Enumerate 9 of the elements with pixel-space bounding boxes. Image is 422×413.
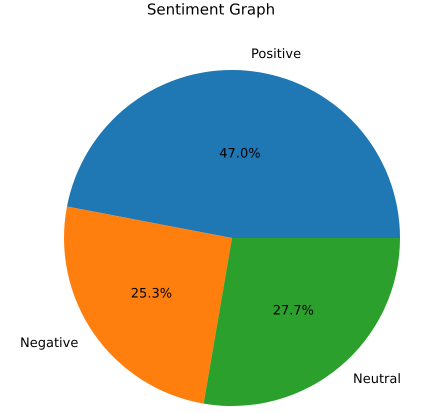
slice-label: Positive (251, 47, 302, 62)
pie-slice (204, 238, 400, 406)
slice-label: Negative (20, 336, 78, 351)
chart-title: Sentiment Graph (146, 0, 276, 18)
slice-label: Neutral (353, 372, 401, 387)
pie-slice (66, 70, 400, 238)
data-label: 27.7% (272, 303, 314, 318)
data-label: 47.0% (219, 146, 261, 162)
data-label: 25.3% (130, 286, 172, 302)
